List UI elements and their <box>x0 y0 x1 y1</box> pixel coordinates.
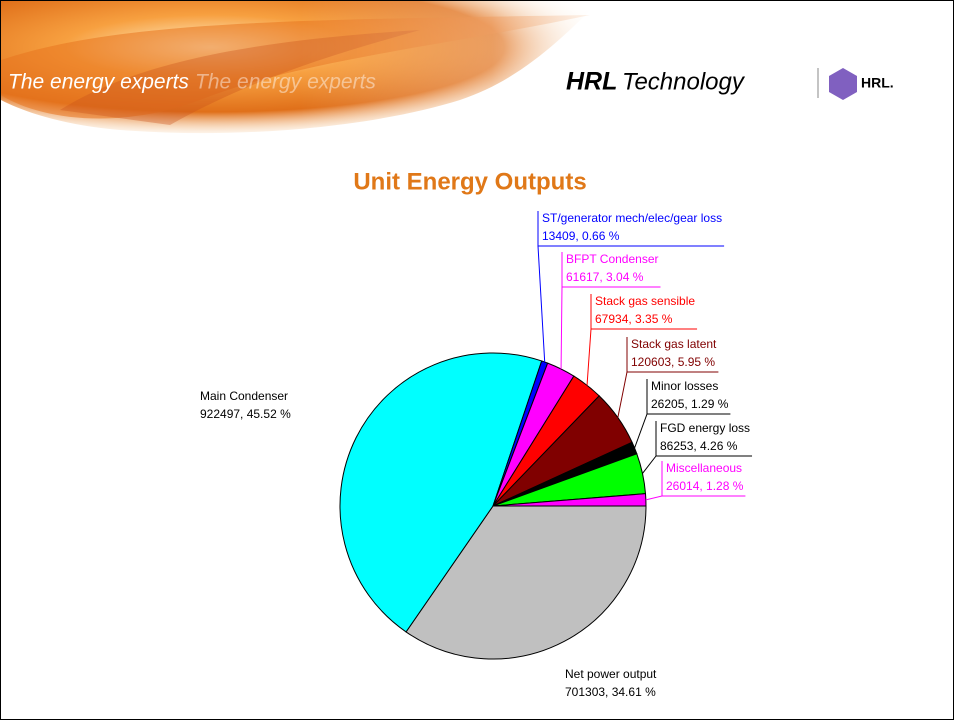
pie-slice <box>339 352 543 633</box>
slice-label: Stack gas sensible <box>595 294 695 308</box>
logo-icon <box>829 68 857 100</box>
leader-line <box>537 211 725 363</box>
slice-value-label: 86253, 4.26 % <box>660 439 738 453</box>
slice-value-label: 701303, 34.61 % <box>565 685 656 699</box>
leader-line <box>642 421 753 474</box>
chart-title: Unit Energy Outputs <box>353 168 586 195</box>
slice-value-label: 61617, 3.04 % <box>566 270 644 284</box>
leader-line <box>586 294 698 386</box>
leader-line <box>617 337 719 418</box>
slice-label: FGD energy loss <box>660 421 750 435</box>
leader-line <box>560 252 661 369</box>
slice-label: Net power output <box>565 667 657 681</box>
slice-value-label: 13409, 0.66 % <box>542 229 620 243</box>
pie-chart: Net power output 701303, 34.61 % Main Cond… <box>200 211 753 699</box>
tagline-echo: The energy experts <box>195 71 376 94</box>
slice-label: Minor losses <box>651 379 718 393</box>
slice-label: Stack gas latent <box>631 337 717 351</box>
tagline: The energy experts <box>8 71 189 94</box>
leader-line <box>645 461 746 501</box>
slice-label: Main Condenser <box>200 389 288 403</box>
slice-value-label: 922497, 45.52 % <box>200 407 291 421</box>
logo-badge: HRL. <box>861 75 894 91</box>
slice-value-label: 26014, 1.28 % <box>666 479 744 493</box>
slice-value-label: 67934, 3.35 % <box>595 312 673 326</box>
pie-slice <box>492 493 647 507</box>
pie-slice <box>405 505 647 660</box>
header-art <box>1 1 620 141</box>
slice-label: ST/generator mech/elec/gear loss <box>542 211 722 225</box>
leader-line <box>634 379 731 449</box>
slice-value-label: 120603, 5.95 % <box>631 355 715 369</box>
slice-label: BFPT Condenser <box>566 252 659 266</box>
slice-label: Miscellaneous <box>666 461 742 475</box>
logo-main: HRL <box>566 68 617 96</box>
logo-sub: Technology <box>622 68 746 95</box>
slice-value-label: 26205, 1.29 % <box>651 397 729 411</box>
